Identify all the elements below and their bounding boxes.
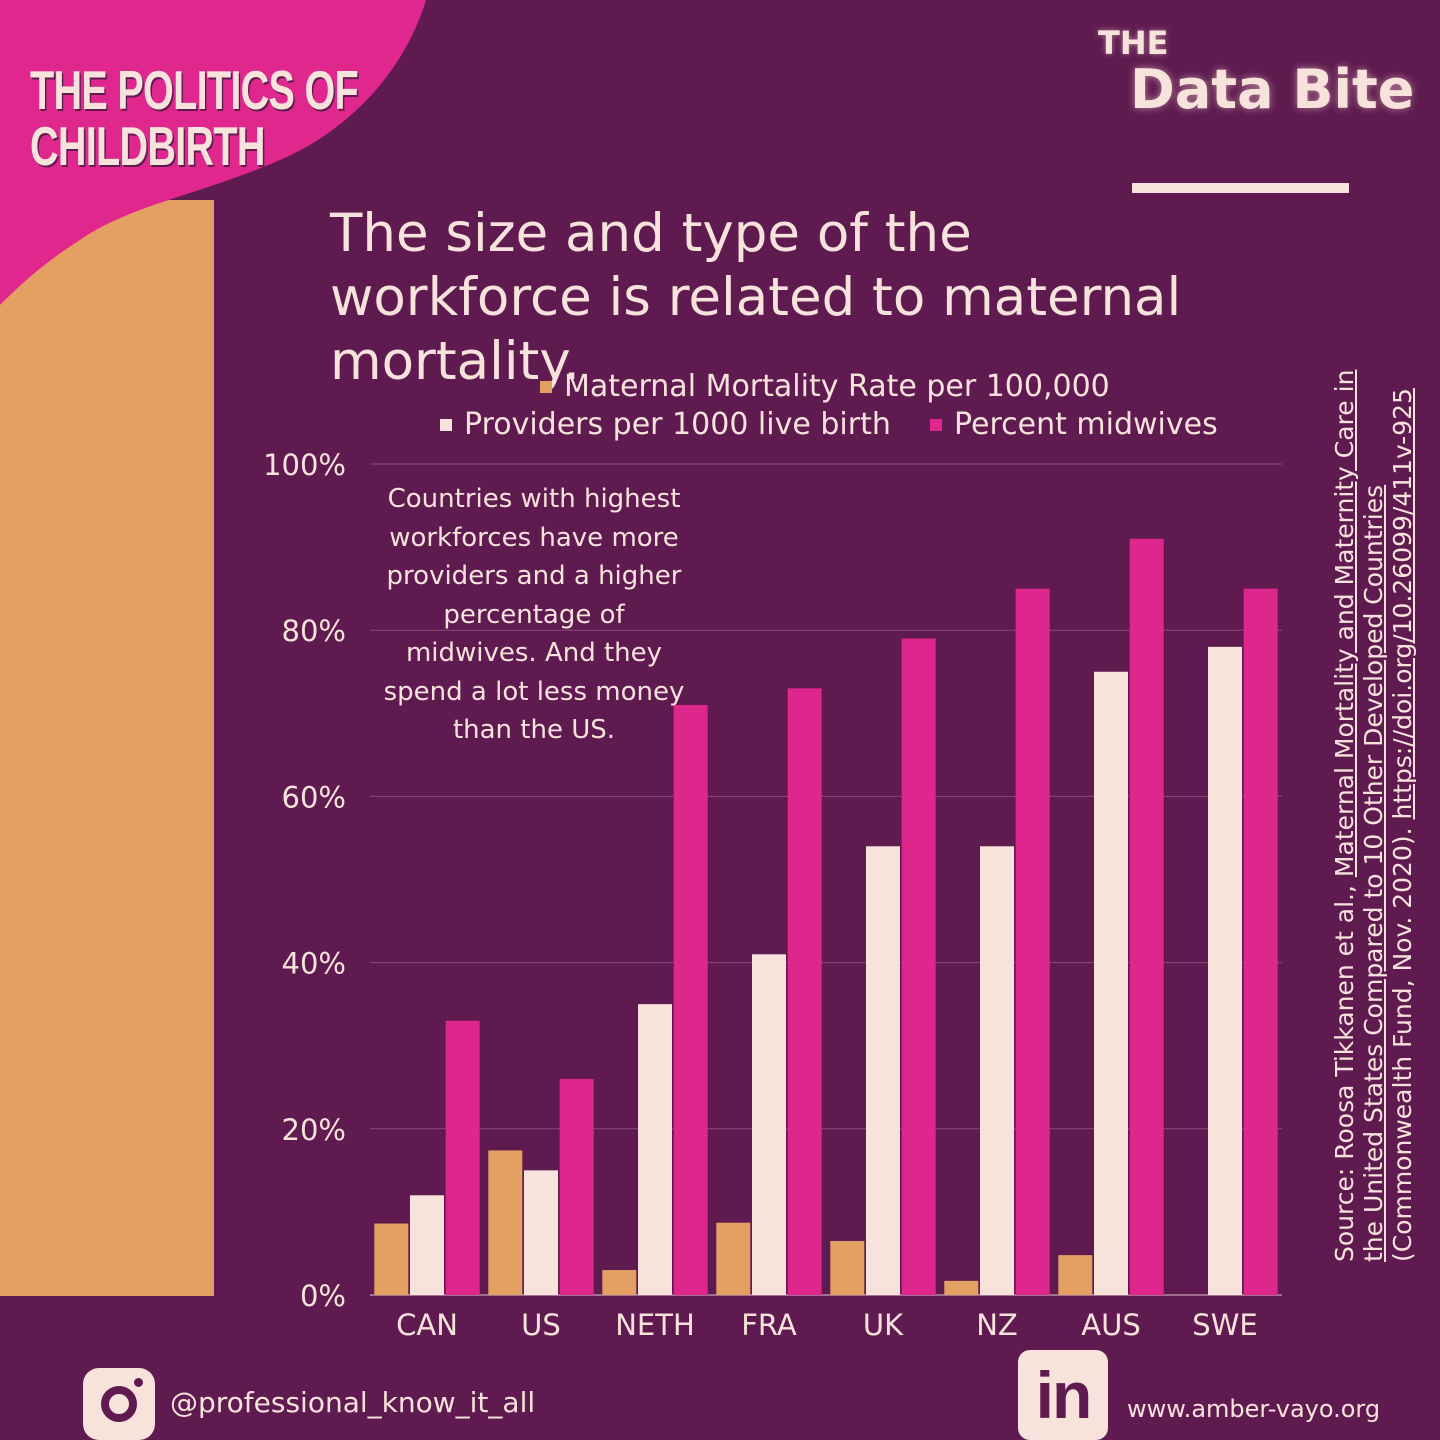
y-tick-label: 100% (263, 448, 346, 482)
bar-fra-series-2 (787, 688, 822, 1295)
legend-label-providers: Providers per 1000 live birth (464, 407, 891, 442)
source-publisher: (Commonwealth Fund, Nov. 2020). (1388, 819, 1417, 1262)
bar-nz-series-1 (980, 846, 1014, 1295)
bar-neth-series-1 (638, 1004, 672, 1295)
decorative-title-blob (0, 0, 426, 305)
x-tick-label: AUS (1081, 1308, 1140, 1342)
y-tick-label: 20% (282, 1113, 346, 1147)
bar-neth-series-0 (602, 1270, 637, 1295)
bar-can-series-2 (445, 1020, 480, 1295)
brand-divider (1132, 183, 1349, 193)
source-doi-link[interactable]: https://doi.org/10.26099/411v-925 (1388, 388, 1417, 820)
source-prefix: Source: Roosa Tikkanen et al., (1330, 877, 1359, 1262)
bar-uk-series-0 (830, 1240, 865, 1295)
instagram-icon[interactable] (83, 1368, 155, 1440)
series-title-line2: CHILDBIRTH (30, 115, 265, 177)
legend-swatch-midwives (930, 418, 942, 431)
bar-uk-series-1 (866, 846, 900, 1295)
x-tick-label: FRA (741, 1308, 797, 1342)
series-title-line1: THE POLITICS OF (30, 59, 359, 121)
legend-label-mortality: Maternal Mortality Rate per 100,000 (564, 369, 1110, 404)
decorative-side-panel (0, 200, 214, 1296)
x-tick-label: CAN (396, 1308, 458, 1342)
bar-neth-series-2 (673, 704, 708, 1295)
bar-us-series-1 (524, 1170, 558, 1295)
x-tick-label: US (521, 1308, 561, 1342)
bar-uk-series-2 (901, 638, 936, 1295)
bar-aus-series-2 (1129, 538, 1164, 1295)
y-tick-label: 60% (282, 780, 346, 814)
legend-swatch-mortality (540, 380, 552, 393)
instagram-lens (101, 1386, 137, 1422)
y-tick-label: 0% (300, 1279, 346, 1313)
source-citation: Source: Roosa Tikkanen et al., Maternal … (1330, 342, 1417, 1262)
y-tick-label: 80% (282, 614, 346, 648)
bar-nz-series-2 (1015, 588, 1050, 1295)
legend-label-midwives: Percent midwives (954, 407, 1218, 442)
chart-annotation: Countries with highest workforces have m… (383, 484, 685, 745)
instagram-handle[interactable]: @professional_know_it_all (170, 1386, 536, 1419)
instagram-flash (134, 1378, 143, 1387)
x-tick-label: SWE (1192, 1308, 1257, 1342)
legend-item-providers: Providers per 1000 live birth (440, 407, 891, 442)
bar-can-series-1 (410, 1195, 444, 1295)
chart-headline: The size and type of the workforce is re… (330, 203, 1182, 392)
bar-us-series-2 (559, 1078, 594, 1295)
website-link[interactable]: www.amber-vayo.org (1127, 1395, 1381, 1423)
bar-fra-series-0 (716, 1222, 751, 1295)
bar-can-series-0 (374, 1223, 409, 1295)
y-tick-label: 40% (282, 947, 346, 981)
bar-aus-series-0 (1058, 1255, 1093, 1295)
bar-nz-series-0 (944, 1280, 979, 1295)
x-tick-label: NETH (615, 1308, 695, 1342)
legend-item-midwives: Percent midwives (930, 407, 1218, 442)
bar-fra-series-1 (752, 954, 786, 1295)
brand-name: Data Bite (1130, 58, 1415, 121)
series-title: THE POLITICS OF CHILDBIRTH (30, 59, 359, 177)
legend-item-mortality: Maternal Mortality Rate per 100,000 (540, 369, 1110, 404)
x-tick-label: NZ (976, 1308, 1018, 1342)
chart-ticks: 0% 20% 40% 60% 80% 100% CAN US NETH FRA UK NZ AUS SWE (263, 448, 1258, 1342)
brand-prefix: THE (1098, 24, 1169, 62)
chart-bars (374, 538, 1278, 1295)
linkedin-icon[interactable]: in (1018, 1350, 1108, 1440)
x-tick-label: UK (863, 1308, 904, 1342)
bar-aus-series-1 (1094, 671, 1128, 1295)
legend-swatch-providers (440, 418, 452, 431)
bar-us-series-0 (488, 1150, 523, 1295)
bar-swe-series-2 (1243, 588, 1278, 1295)
bar-swe-series-1 (1208, 646, 1242, 1295)
